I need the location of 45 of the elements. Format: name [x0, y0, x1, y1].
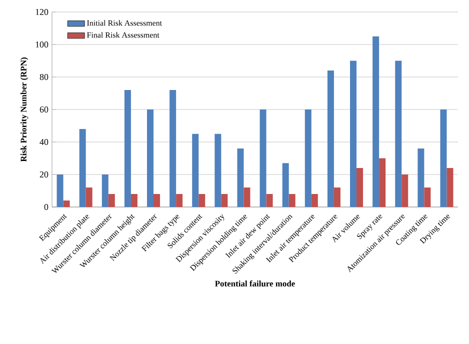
y-tick-label: 100 — [36, 41, 48, 48]
bar — [192, 134, 199, 207]
bar — [266, 194, 273, 207]
bar — [282, 163, 289, 207]
bar — [395, 60, 402, 207]
y-tick-label: 0 — [44, 204, 48, 210]
bar — [372, 36, 380, 207]
bar — [288, 194, 296, 207]
bar — [446, 168, 454, 207]
bar — [440, 110, 447, 207]
bar — [356, 168, 364, 207]
bar — [130, 194, 138, 207]
bar — [350, 60, 357, 207]
bar — [154, 194, 160, 207]
bar — [86, 188, 92, 207]
bar — [244, 188, 250, 207]
bar — [402, 174, 408, 207]
y-tick-label: 120 — [36, 8, 48, 16]
bar — [56, 174, 64, 207]
y-tick-label: 80 — [40, 74, 48, 80]
x-axis-title: Potential failure mode — [215, 280, 295, 287]
bar — [63, 200, 70, 207]
bar — [147, 110, 154, 207]
bar — [102, 174, 108, 207]
bar — [379, 158, 386, 207]
y-tick-label: 60 — [40, 106, 48, 113]
bar — [237, 148, 244, 207]
y-tick-label: 20 — [40, 171, 48, 178]
bar — [424, 188, 431, 207]
bar — [260, 110, 266, 207]
y-tick-label: 40 — [40, 138, 48, 146]
bar — [108, 194, 115, 207]
bar — [170, 90, 176, 207]
bar — [79, 129, 86, 207]
bar — [198, 194, 206, 207]
bar — [304, 110, 312, 207]
y-axis-title: Risk Priority Number (RPN) — [20, 58, 28, 162]
bar — [124, 90, 131, 207]
bar — [221, 194, 228, 207]
bar — [176, 194, 183, 207]
bar — [311, 194, 318, 207]
bar — [327, 70, 334, 207]
bar — [334, 188, 340, 207]
bar — [214, 134, 222, 207]
bar — [418, 148, 424, 207]
